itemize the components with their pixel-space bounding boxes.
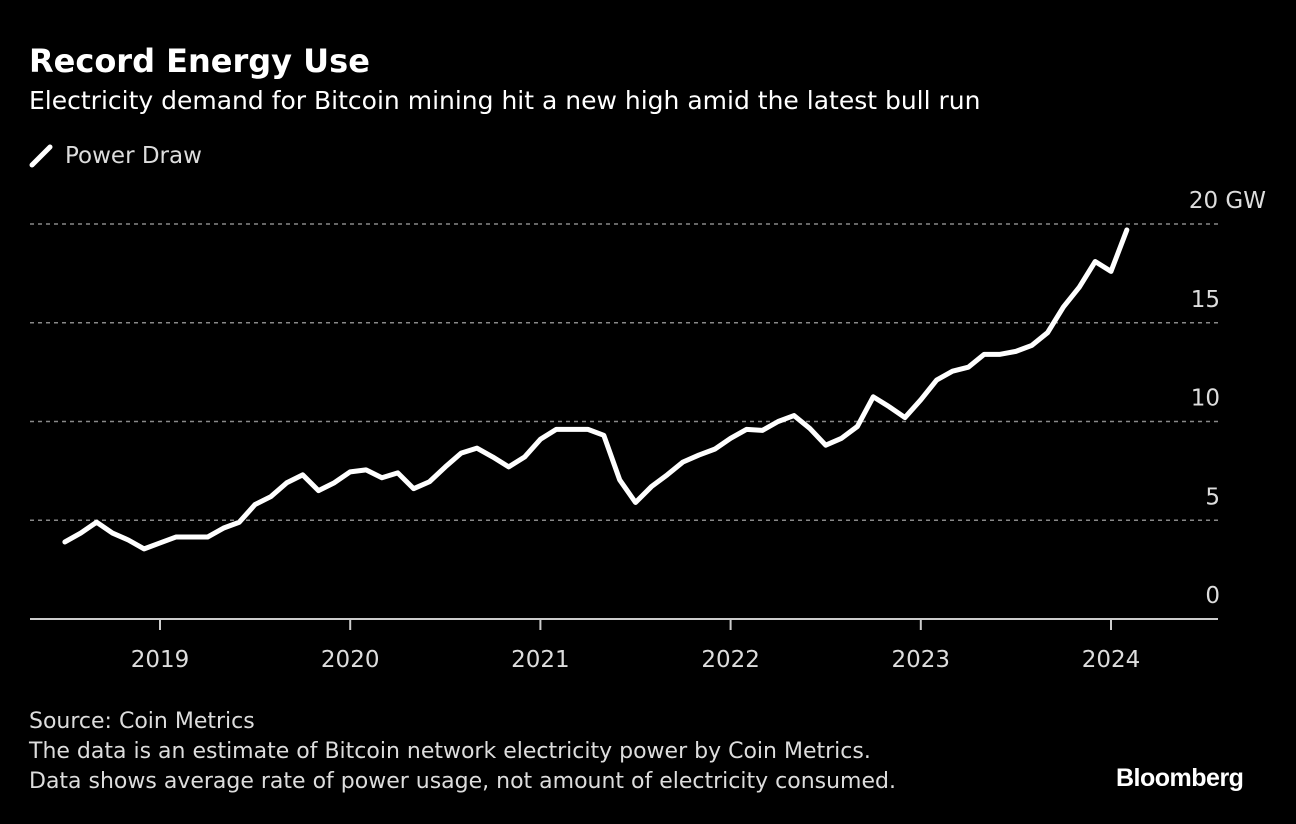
chart-subtitle: Electricity demand for Bitcoin mining hi… bbox=[29, 86, 981, 115]
x-tick-label: 2023 bbox=[892, 647, 951, 673]
y-tick-label: 10 bbox=[1191, 386, 1220, 412]
chart-title: Record Energy Use bbox=[29, 42, 370, 80]
source-note: Source: Coin Metrics bbox=[29, 709, 255, 734]
series-line-power-draw bbox=[62, 227, 1130, 552]
y-tick-label: 5 bbox=[1205, 484, 1220, 510]
legend-line-icon bbox=[29, 144, 53, 168]
legend-label: Power Draw bbox=[65, 143, 202, 169]
footnote-2: Data shows average rate of power usage, … bbox=[29, 769, 896, 794]
bloomberg-logo: Bloomberg bbox=[1116, 764, 1244, 792]
x-tick-label: 2021 bbox=[511, 647, 570, 673]
legend: Power Draw bbox=[29, 143, 202, 169]
y-tick-label: 15 bbox=[1191, 287, 1220, 313]
footnote-1: The data is an estimate of Bitcoin netwo… bbox=[29, 739, 871, 764]
y-tick-label: 0 bbox=[1205, 583, 1220, 609]
x-tick-label: 2019 bbox=[131, 647, 190, 673]
chart-plot: 0 5 10 15 20 GW 2019 2020 2021 2022 2023 2024 bbox=[30, 188, 1266, 673]
y-tick-label: 20 GW bbox=[1189, 188, 1266, 214]
x-tick-label: 2020 bbox=[321, 647, 380, 673]
x-tick-label: 2024 bbox=[1082, 647, 1141, 673]
x-tick-label: 2022 bbox=[701, 647, 760, 673]
